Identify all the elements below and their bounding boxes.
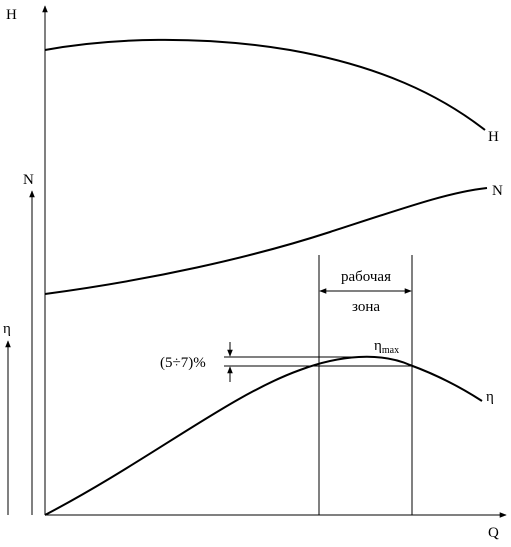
zone-label: зона bbox=[352, 299, 380, 315]
n-curve-label: N bbox=[492, 183, 503, 199]
h-axis-label: H bbox=[6, 7, 17, 23]
eta-symbol: η bbox=[374, 338, 382, 354]
eta-subscript: max bbox=[382, 345, 399, 356]
n-axis-label: N bbox=[23, 172, 34, 188]
tolerance-label: (5÷7)% bbox=[160, 355, 206, 371]
h-curve-label: H bbox=[488, 129, 499, 145]
zone-label: рабочая bbox=[341, 269, 391, 285]
eta-curve-label: η bbox=[486, 389, 494, 405]
n-curve bbox=[44, 187, 488, 295]
eta-max-label: ηmax bbox=[374, 338, 399, 356]
h-curve bbox=[44, 38, 486, 131]
eta-axis-label: η bbox=[3, 321, 11, 337]
eta-curve bbox=[44, 355, 483, 516]
q-axis-label: Q bbox=[488, 525, 499, 541]
